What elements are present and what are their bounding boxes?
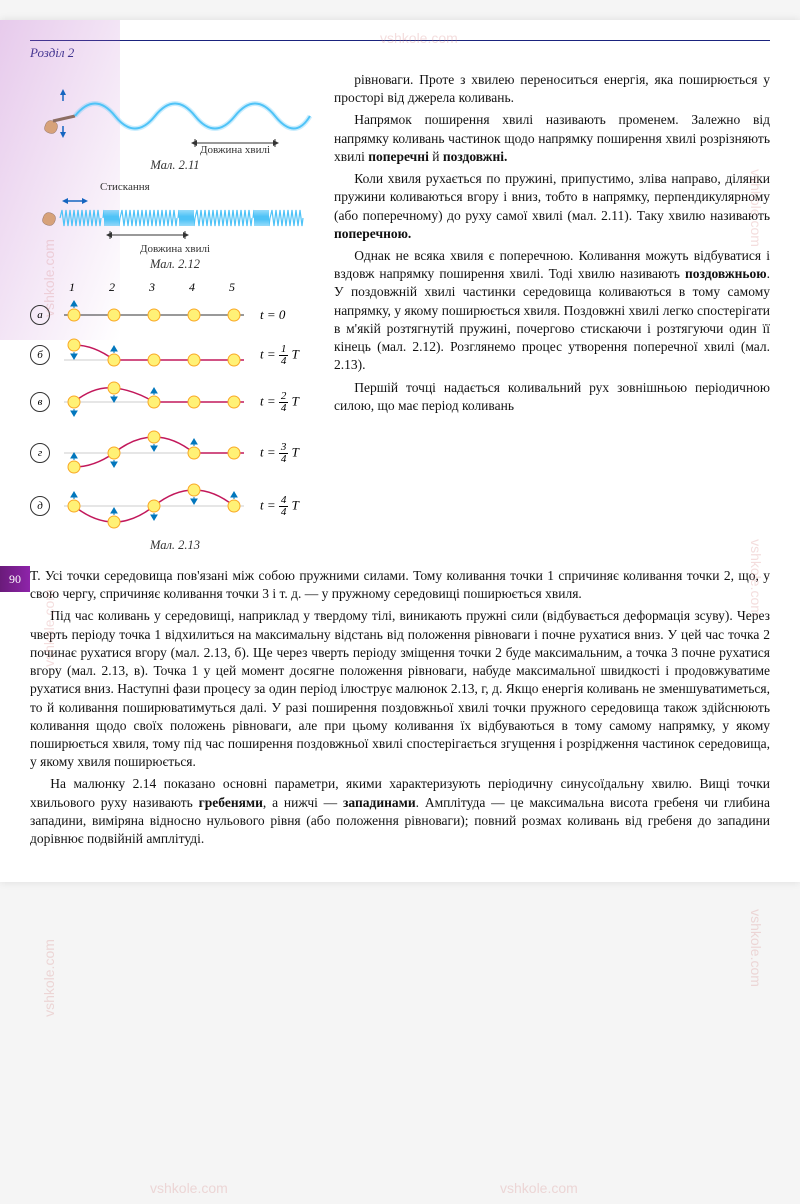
para-3: Коли хвиля рухається по пружині, припуст… — [334, 170, 770, 243]
colnum-4: 4 — [189, 280, 195, 295]
watermark: vshkole.com — [500, 1180, 578, 1196]
para-b1: T. Усі точки середовища пов'язані між со… — [30, 567, 770, 603]
text-column: рівноваги. Проте з хвилею переноситься е… — [334, 71, 770, 561]
para-1: рівноваги. Проте з хвилею переноситься е… — [334, 71, 770, 107]
figure-2-11: Довжина хвилі Мал. 2.11 — [30, 71, 320, 173]
row-a-time: t = 0 — [260, 307, 285, 323]
row-b-label: б — [30, 345, 50, 365]
para-b3: На малюнку 2.14 показано основні парамет… — [30, 775, 770, 848]
fig13-row-d: г t = 34 T — [30, 429, 320, 477]
para-b2: Під час коливань у середовищі, наприклад… — [30, 607, 770, 771]
row-c-label: в — [30, 392, 50, 412]
watermark: vshkole.com — [150, 1180, 228, 1196]
para-5: Першій точці надається коливальний рух з… — [334, 379, 770, 415]
watermark: vshkole.com — [748, 909, 764, 987]
figure-2-12: Стискання — [30, 181, 320, 272]
row-a-label: а — [30, 305, 50, 325]
fig13-row-a: а t = 0 — [30, 300, 320, 330]
section-label: Розділ 2 — [30, 45, 770, 61]
figure-2-13: 1 2 3 4 5 а — [30, 280, 320, 553]
colnum-2: 2 — [109, 280, 115, 295]
row-e-label: д — [30, 496, 50, 516]
colnum-5: 5 — [229, 280, 235, 295]
fig12-caption: Мал. 2.12 — [30, 257, 320, 272]
fig13-row-e: д — [30, 482, 320, 530]
row-b-time: t = 14 T — [260, 344, 299, 367]
header-rule — [30, 40, 770, 41]
para-4: Однак не всяка хвиля є поперечною. Колив… — [334, 247, 770, 375]
page-number: 90 — [0, 566, 30, 592]
fig13-caption: Мал. 2.13 — [30, 538, 320, 553]
fig12-compression-label: Стискання — [100, 181, 320, 193]
row-c-time: t = 24 T — [260, 391, 299, 414]
para-2: Напрямок поширення хвилі називають проме… — [334, 111, 770, 166]
fig11-caption: Мал. 2.11 — [30, 158, 320, 173]
wave-transverse-svg — [35, 71, 315, 151]
watermark: vshkole.com — [41, 939, 57, 1017]
wave-longitudinal-svg — [35, 193, 315, 248]
two-column-region: 90 Довжина хвилі — [30, 71, 770, 561]
row-e-time: t = 44 T — [260, 495, 299, 518]
colnum-3: 3 — [149, 280, 155, 295]
colnum-1: 1 — [69, 280, 75, 295]
fig13-row-b: б t = 14 T — [30, 335, 320, 375]
page: Розділ 2 90 — [0, 20, 800, 882]
fig13-row-c: в t = 24 T — [30, 380, 320, 424]
bottom-text: T. Усі точки середовища пов'язані між со… — [30, 567, 770, 848]
row-d-time: t = 34 T — [260, 442, 299, 465]
fig13-column-numbers: 1 2 3 4 5 — [52, 280, 252, 295]
figures-column: 90 Довжина хвилі — [30, 71, 320, 561]
row-d-label: г — [30, 443, 50, 463]
